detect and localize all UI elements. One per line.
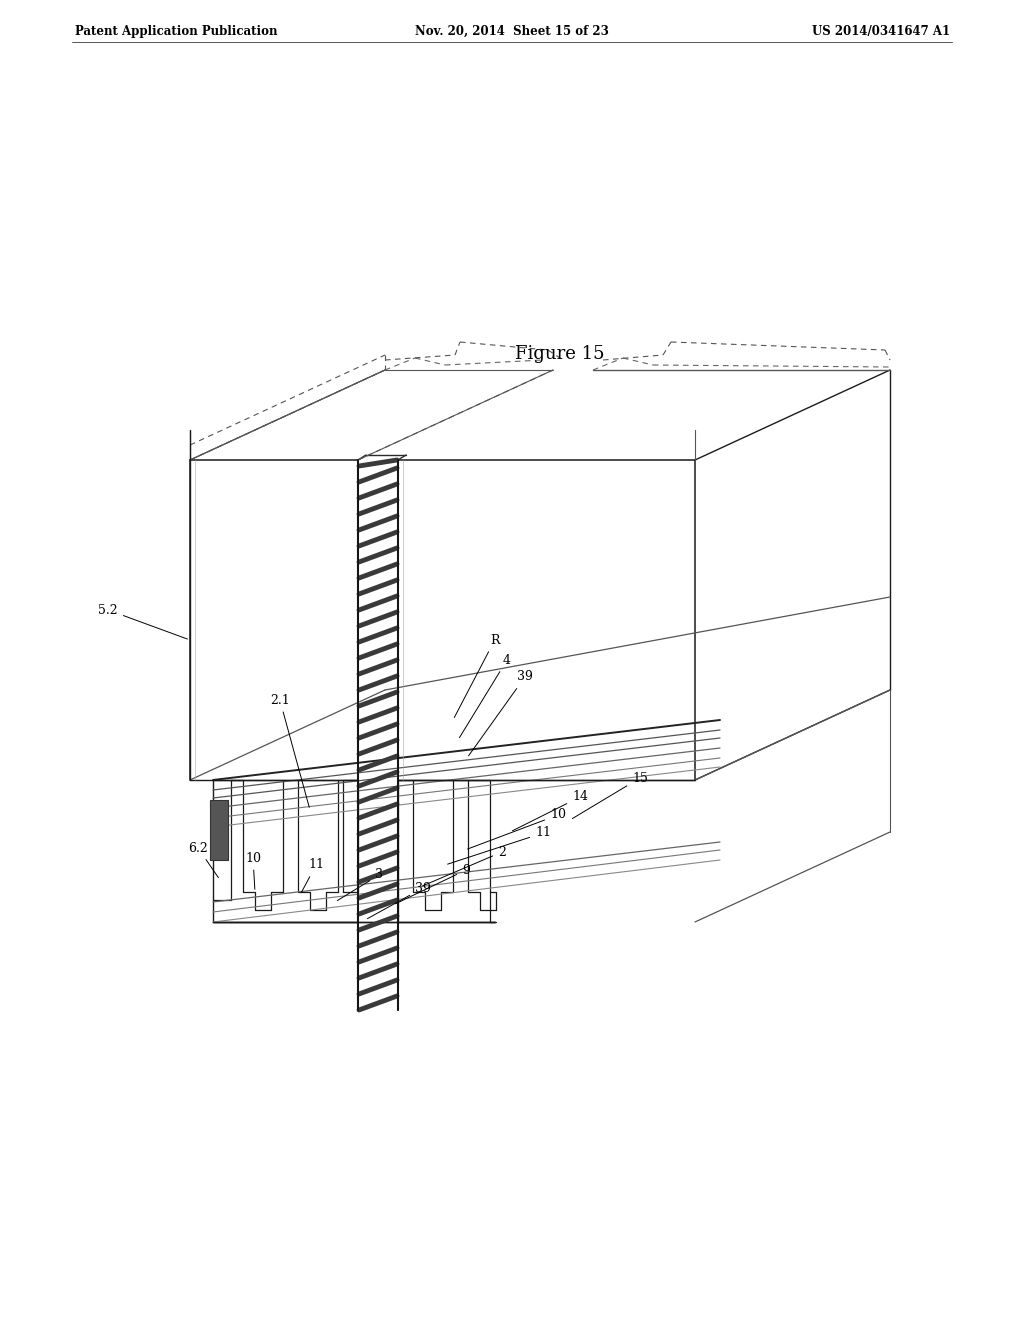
- Text: 10: 10: [468, 808, 566, 849]
- Text: 9: 9: [395, 863, 470, 904]
- Text: 15: 15: [572, 771, 648, 818]
- Text: Patent Application Publication: Patent Application Publication: [75, 25, 278, 38]
- Text: 4: 4: [460, 653, 511, 738]
- Text: Figure 15: Figure 15: [515, 345, 605, 363]
- Text: 39: 39: [469, 671, 532, 756]
- Text: 14: 14: [512, 791, 588, 830]
- Bar: [210, 800, 228, 861]
- Text: US 2014/0341647 A1: US 2014/0341647 A1: [812, 25, 950, 38]
- Text: 3: 3: [337, 869, 383, 900]
- Text: R: R: [455, 634, 500, 718]
- Text: 39: 39: [368, 882, 431, 919]
- Text: 11: 11: [301, 858, 324, 892]
- Text: Nov. 20, 2014  Sheet 15 of 23: Nov. 20, 2014 Sheet 15 of 23: [415, 25, 609, 38]
- Text: 2: 2: [423, 846, 506, 886]
- Text: 11: 11: [447, 826, 551, 865]
- Text: 10: 10: [245, 851, 261, 890]
- Text: 5.2: 5.2: [98, 603, 187, 639]
- Text: 2.1: 2.1: [270, 693, 309, 808]
- Text: 6.2: 6.2: [188, 842, 218, 878]
